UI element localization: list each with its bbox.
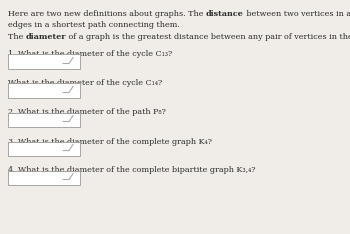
Text: The: The [8,33,26,41]
Text: What is the diameter of the path P₈?: What is the diameter of the path P₈? [18,109,166,117]
Bar [8,55,80,69]
Text: 2.: 2. [8,109,18,117]
Text: What is the diameter of the cycle C₁₃?: What is the diameter of the cycle C₁₃? [18,51,172,58]
Text: 1.: 1. [8,51,18,58]
Text: 3.: 3. [8,138,18,146]
Bar [8,84,80,98]
Bar [8,142,80,156]
Text: Here are two new definitions about graphs. The: Here are two new definitions about graph… [8,10,206,18]
Text: What is the diameter of the complete graph K₄?: What is the diameter of the complete gra… [18,138,212,146]
Text: What is the diameter of the cycle C₁₄?: What is the diameter of the cycle C₁₄? [8,80,162,88]
Text: distance: distance [206,10,244,18]
Text: of a graph is the greatest distance between any pair of vertices in the graph.: of a graph is the greatest distance betw… [66,33,350,41]
Text: edges in a shortest path connecting them.: edges in a shortest path connecting them… [8,22,180,29]
Text: diameter: diameter [26,33,66,41]
Text: 4.: 4. [8,167,18,175]
Text: What is the diameter of the complete bipartite graph K₃,₄?: What is the diameter of the complete bip… [18,167,255,175]
Bar [8,171,80,184]
Text: between two vertices in a graph is the number of: between two vertices in a graph is the n… [244,10,350,18]
Bar [8,113,80,127]
